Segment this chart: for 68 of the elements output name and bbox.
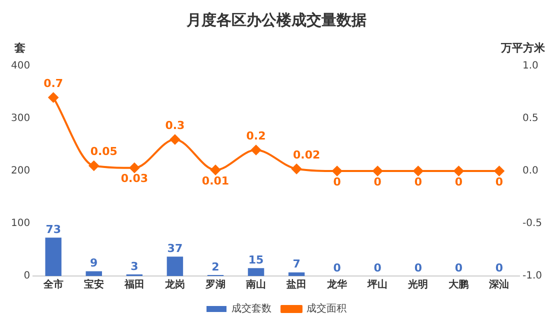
data-label: 3 [130, 260, 138, 273]
bar [86, 271, 102, 276]
data-label: 0 [414, 175, 422, 188]
bar [248, 268, 264, 276]
point [332, 166, 342, 176]
point [129, 162, 140, 173]
point [48, 92, 58, 102]
bar [166, 256, 184, 276]
y2-tick-label: 0.5 [522, 113, 538, 124]
data-label: 0 [454, 261, 463, 274]
data-label: 15 [248, 253, 264, 266]
x-tick-label: 福田 [123, 278, 144, 291]
x-tick-label: 全市 [42, 278, 64, 291]
bar [45, 238, 62, 276]
x-tick-label: 盐田 [286, 278, 307, 291]
data-label: 0.7 [44, 76, 64, 90]
data-label: 0.03 [120, 172, 148, 186]
x-tick-label: 宝安 [84, 278, 104, 291]
chart-title: 月度各区办公楼成交量数据 [186, 10, 366, 29]
y-tick-label: 400 [10, 60, 30, 72]
x-tick-label: 龙华 [326, 278, 348, 291]
data-label: 2 [212, 260, 220, 274]
point [251, 145, 262, 155]
data-label: 0 [374, 261, 382, 274]
y-axis-title: 套 [14, 41, 26, 54]
y2-tick-label: -0.5 [522, 218, 542, 230]
data-label: 9 [90, 256, 98, 270]
x-tick-label: 坪山 [366, 278, 388, 291]
data-label: 0.02 [292, 148, 320, 162]
data-label: 73 [46, 223, 62, 236]
data-label: 0 [414, 261, 422, 274]
y2-tick-label: 0.0 [522, 166, 538, 177]
data-label: 7 [292, 258, 300, 271]
point [292, 164, 302, 174]
y2-tick-label: 1.0 [522, 60, 538, 72]
point [210, 164, 220, 175]
x-tick-label: 深汕 [488, 278, 510, 291]
point [413, 166, 424, 176]
x-tick-label: 大鹏 [448, 278, 469, 291]
point [88, 160, 99, 171]
legend-label: 成交面积 [306, 302, 346, 315]
data-label: 37 [167, 242, 183, 255]
bar [288, 272, 305, 276]
data-label: 0 [333, 261, 342, 274]
x-tick-label: 罗湖 [204, 278, 226, 291]
x-tick-label: 光明 [407, 278, 428, 291]
point [454, 166, 464, 176]
y-tick-label: 0 [24, 270, 30, 282]
y-tick-label: 100 [10, 218, 30, 230]
data-label: 0 [495, 261, 504, 274]
y-tick-label: 300 [10, 113, 30, 124]
y-tick-label: 200 [10, 166, 30, 177]
data-label: 0 [495, 175, 504, 188]
data-label: 0.05 [90, 145, 118, 158]
legend-label: 成交套数 [232, 302, 272, 315]
y2-tick-label: -1.0 [522, 270, 542, 282]
x-tick-label: 南山 [245, 278, 266, 291]
data-label: 0 [454, 175, 463, 188]
point [494, 166, 504, 176]
data-label: 0 [374, 175, 382, 188]
data-label: 0.3 [165, 118, 185, 132]
data-label: 0.01 [202, 174, 230, 188]
x-tick-label: 龙岗 [164, 278, 185, 291]
point [170, 134, 180, 144]
y2-axis-title: 万平方米 [500, 41, 546, 54]
data-label: 0 [333, 175, 342, 188]
point [372, 166, 383, 176]
data-label: 0.2 [246, 129, 266, 142]
